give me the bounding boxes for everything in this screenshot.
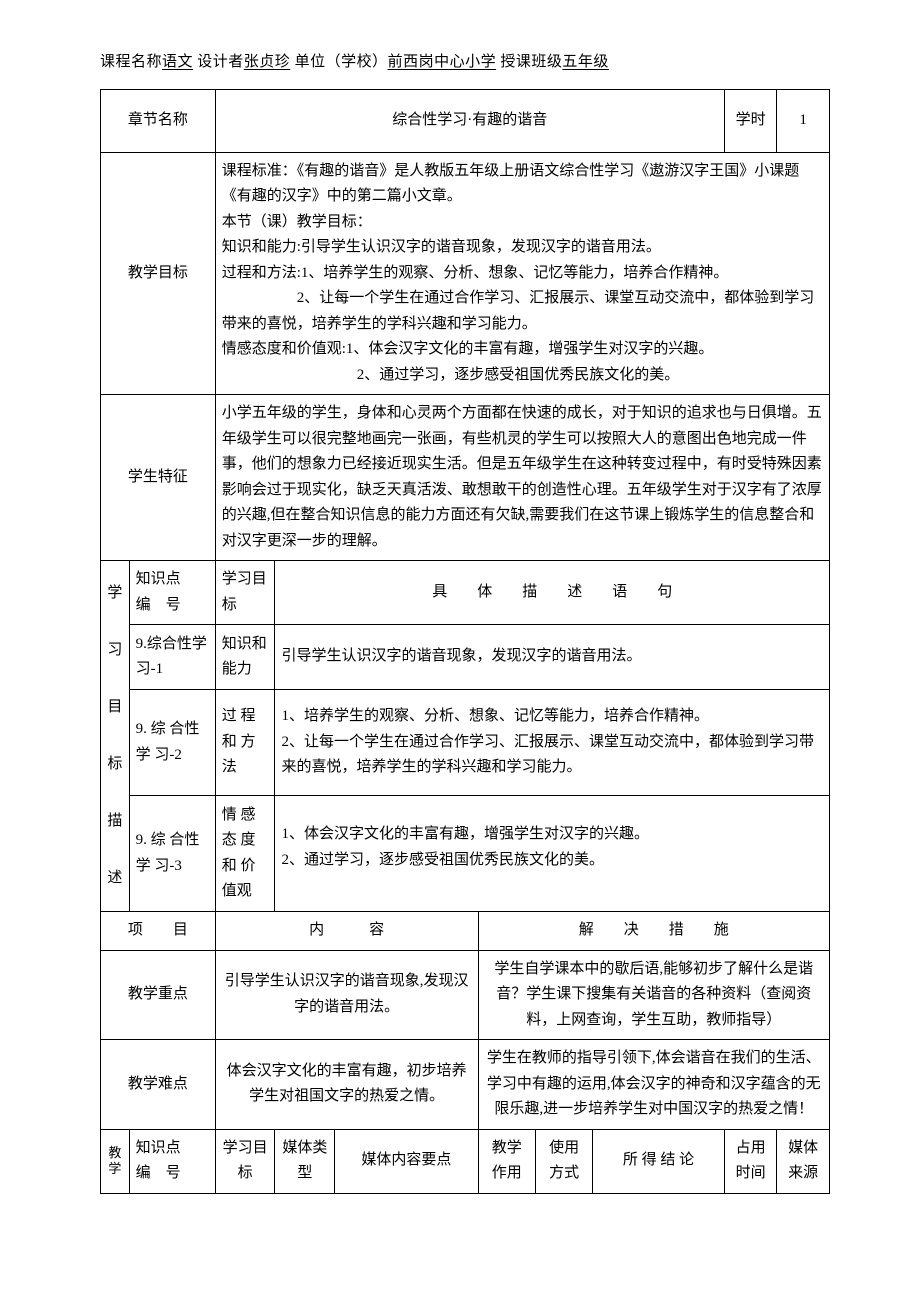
class-label: 授课班级 bbox=[500, 54, 562, 70]
goals-row-goal: 过 程和 方法 bbox=[215, 689, 275, 795]
focus-content: 体会汉字文化的丰富有趣，初步培养学生对祖国文字的热爱之情。 bbox=[215, 1040, 478, 1130]
focus-item: 教学难点 bbox=[101, 1040, 216, 1130]
focus-head-solution: 解 决 措 施 bbox=[478, 912, 829, 951]
goals-row-goal: 情 感态 度和 价值观 bbox=[215, 796, 275, 912]
unit-value: 前西岗中心小学 bbox=[388, 50, 497, 71]
focus-head-item: 项 目 bbox=[101, 912, 216, 951]
media-h9: 媒体来源 bbox=[777, 1129, 830, 1193]
media-side-label: 教学 bbox=[101, 1129, 130, 1193]
focus-item: 教学重点 bbox=[101, 950, 216, 1040]
lesson-plan-table: 章节名称 综合性学习·有趣的谐音 学时 1 教学目标 课程标准：《有趣的谐音》是… bbox=[100, 89, 830, 1194]
media-h4: 媒体内容要点 bbox=[335, 1129, 478, 1193]
designer-label: 设计者 bbox=[197, 54, 244, 70]
goals-row: 9.综合性学习-1 知识和能力 引导学生认识汉字的谐音现象，发现汉字的谐音用法。 bbox=[101, 625, 830, 689]
hours-label: 学时 bbox=[724, 90, 777, 153]
focus-solution: 学生自学课本中的歇后语,能够初步了解什么是谐音？学生课下搜集有关谐音的各种资料（… bbox=[478, 950, 829, 1040]
unit-label: 单位（学校） bbox=[295, 54, 388, 70]
goals-head-kp: 知识点 编 号 bbox=[129, 561, 215, 625]
goals-row-desc: 1、体会汉字文化的丰富有趣，增强学生对汉字的兴趣。 2、通过学习，逐步感受祖国优… bbox=[275, 796, 830, 912]
goals-row: 9. 综 合性 学 习-3 情 感态 度和 价值观 1、体会汉字文化的丰富有趣，… bbox=[101, 796, 830, 912]
chapter-label: 章节名称 bbox=[101, 90, 216, 153]
goals-head-target: 学习目标 bbox=[215, 561, 275, 625]
focus-head-content: 内 容 bbox=[215, 912, 478, 951]
student-label: 学生特征 bbox=[101, 395, 216, 561]
focus-solution: 学生在教师的指导引领下,体会谐音在我们的生活、学习中有趣的运用,体会汉字的神奇和… bbox=[478, 1040, 829, 1130]
media-h1-l2: 编 号 bbox=[136, 1161, 209, 1187]
focus-row: 教学重点 引导学生认识汉字的谐音现象,发现汉字的谐音用法。 学生自学课本中的歇后… bbox=[101, 950, 830, 1040]
goals-row-id: 9. 综 合性 学 习-3 bbox=[129, 796, 215, 912]
focus-content: 引导学生认识汉字的谐音现象,发现汉字的谐音用法。 bbox=[215, 950, 478, 1040]
media-h1-l1: 知识点 bbox=[136, 1136, 209, 1162]
media-h3: 媒体类型 bbox=[275, 1129, 335, 1193]
course-value: 语文 bbox=[162, 50, 193, 71]
student-body: 小学五年级的学生，身体和心灵两个方面都在快速的成长，对于知识的追求也与日俱增。五… bbox=[215, 395, 829, 561]
chapter-title: 综合性学习·有趣的谐音 bbox=[215, 90, 724, 153]
goals-row-desc: 1、培养学生的观察、分析、想象、记忆等能力，培养合作精神。 2、让每一个学生在通… bbox=[275, 689, 830, 795]
goals-row: 9. 综 合性 学 习-2 过 程和 方法 1、培养学生的观察、分析、想象、记忆… bbox=[101, 689, 830, 795]
goals-row-desc: 引导学生认识汉字的谐音现象，发现汉字的谐音用法。 bbox=[275, 625, 830, 689]
goal-label: 教学目标 bbox=[101, 152, 216, 395]
goals-head-desc: 具 体 描 述 语 句 bbox=[275, 561, 830, 625]
media-h8: 占用时间 bbox=[724, 1129, 777, 1193]
focus-row: 教学难点 体会汉字文化的丰富有趣，初步培养学生对祖国文字的热爱之情。 学生在教师… bbox=[101, 1040, 830, 1130]
goals-row-goal: 知识和能力 bbox=[215, 625, 275, 689]
media-h5: 教学作用 bbox=[478, 1129, 535, 1193]
document-header: 课程名称 语文 设计者 张贞珍 单位（学校） 前西岗中心小学 授课班级 五年级 bbox=[100, 50, 830, 71]
class-value: 五年级 bbox=[562, 50, 609, 71]
goals-row-id: 9.综合性学习-1 bbox=[129, 625, 215, 689]
goals-head-kp-l2: 编 号 bbox=[136, 593, 209, 619]
goal-body: 课程标准：《有趣的谐音》是人教版五年级上册语文综合性学习《遨游汉字王国》小课题《… bbox=[215, 152, 829, 395]
media-h2: 学习目标 bbox=[215, 1129, 275, 1193]
hours-value: 1 bbox=[777, 90, 830, 153]
media-h1: 知识点 编 号 bbox=[129, 1129, 215, 1193]
media-h6: 使用方式 bbox=[535, 1129, 592, 1193]
course-label: 课程名称 bbox=[100, 54, 162, 70]
goals-row-id: 9. 综 合性 学 习-2 bbox=[129, 689, 215, 795]
goals-head-kp-l1: 知识点 bbox=[136, 567, 209, 593]
media-h7: 所 得 结 论 bbox=[593, 1129, 724, 1193]
goals-side-label: 学习目标描述 bbox=[101, 561, 130, 912]
designer-value: 张贞珍 bbox=[244, 50, 291, 71]
